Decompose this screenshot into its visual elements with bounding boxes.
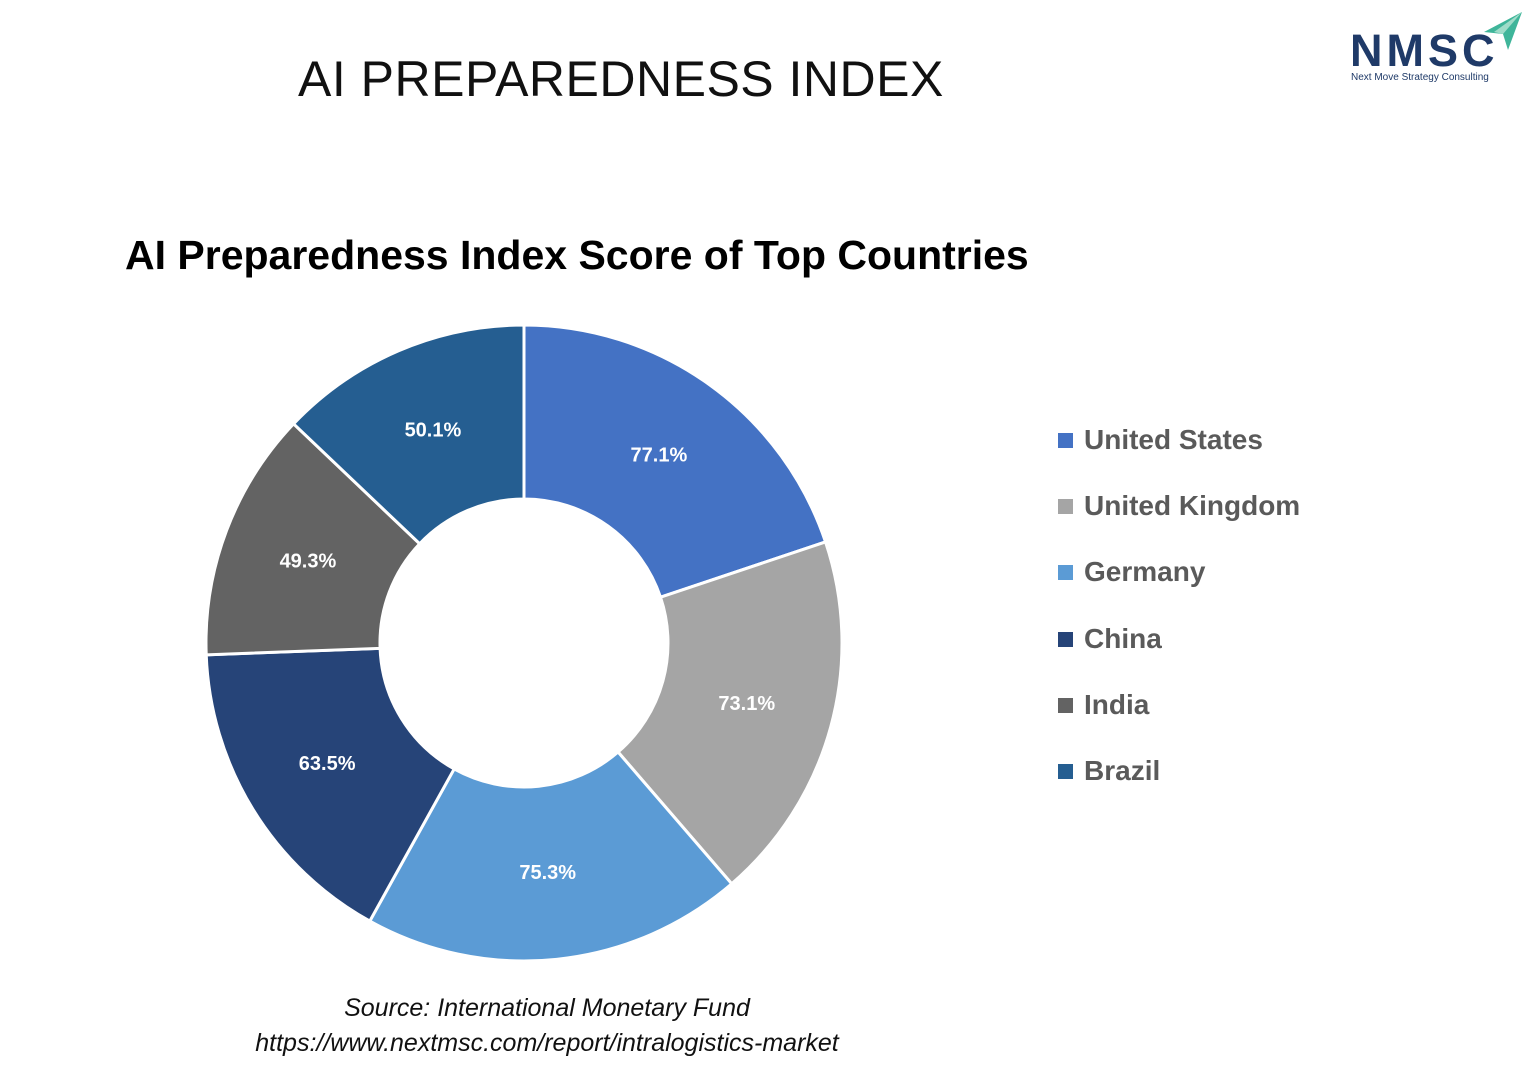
donut-slice-brazil (291, 323, 526, 546)
legend-item-brazil: Brazil (1058, 751, 1300, 817)
paper-plane-icon (1484, 12, 1522, 50)
donut-slice-germany (367, 749, 734, 963)
source-note: Source: International Monetary Fund (344, 994, 750, 1022)
donut-chart: 77.1% 73.1% 75.3% 63.5% 49.3% 50.1% (204, 323, 844, 963)
donut-slice-united-kingdom (615, 539, 844, 886)
logo-mark: NMSC (1350, 25, 1499, 76)
legend-item-united-kingdom: United Kingdom (1058, 486, 1300, 552)
legend-swatch (1058, 499, 1073, 515)
legend-swatch (1058, 565, 1073, 581)
source-url: https://www.nextmsc.com/report/intralogi… (255, 1029, 839, 1057)
legend-label: United Kingdom (1084, 490, 1301, 522)
legend-item-india: India (1058, 685, 1300, 751)
legend-label: Germany (1084, 556, 1206, 588)
slice-label-united-states: 77.1% (631, 444, 688, 466)
slice-label-brazil: 50.1% (405, 420, 462, 442)
nmsc-logo: NMSC Next Move Strategy Consulting (1346, 10, 1526, 90)
slice-label-germany: 75.3% (519, 862, 576, 884)
chart-title: AI Preparedness Index Score of Top Count… (125, 232, 1029, 278)
donut-slice-china (204, 646, 457, 924)
legend-item-germany: Germany (1058, 552, 1300, 618)
legend-swatch (1058, 697, 1073, 713)
slice-label-china: 63.5% (299, 753, 356, 775)
donut-slice-india (204, 421, 422, 657)
slice-label-india: 49.3% (280, 550, 337, 572)
legend-swatch (1058, 763, 1073, 779)
legend-label: Brazil (1084, 754, 1161, 786)
donut-slice-united-states (522, 323, 828, 600)
logo-tagline: Next Move Strategy Consulting (1351, 72, 1489, 83)
legend-label: China (1084, 622, 1162, 654)
slice-label-united-kingdom: 73.1% (718, 693, 775, 715)
page-title: AI PREPAREDNESS INDEX (298, 51, 944, 107)
legend-label: India (1084, 688, 1150, 720)
legend-swatch (1058, 433, 1073, 448)
chart-legend: United States United Kingdom Germany China I… (1058, 420, 1300, 817)
legend-swatch (1058, 631, 1073, 647)
legend-label: United States (1084, 424, 1263, 455)
legend-item-china: China (1058, 619, 1300, 685)
legend-item-united-states: United States (1058, 420, 1300, 486)
